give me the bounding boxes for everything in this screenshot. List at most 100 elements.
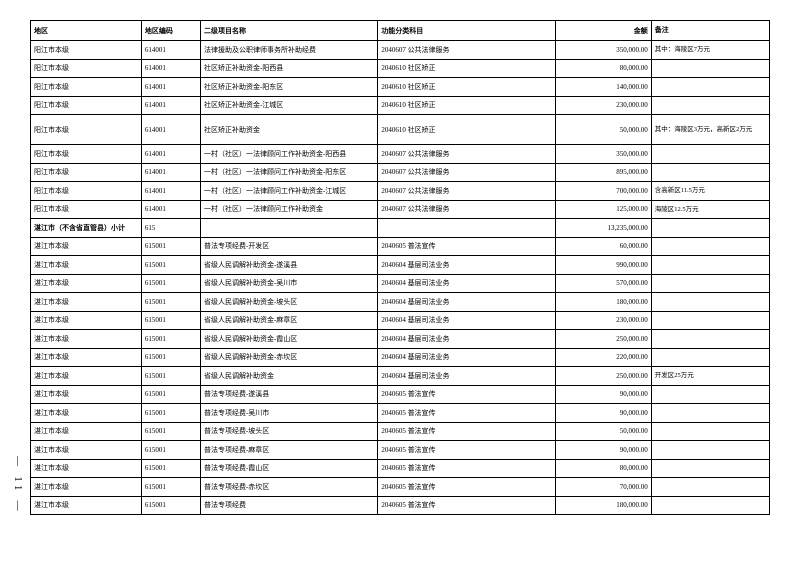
table-row: 湛江市（不含省直管县）小计61513,235,000.00 <box>31 219 770 238</box>
cell-region: 湛江市本级 <box>31 330 142 349</box>
cell-amt: 140,000.00 <box>555 78 651 97</box>
cell-proj: 普法专项经费-霞山区 <box>200 459 377 478</box>
cell-region: 湛江市本级 <box>31 348 142 367</box>
cell-proj: 普法专项经费-吴川市 <box>200 404 377 423</box>
cell-proj: 一村（社区）一法律顾问工作补助资金-阳西县 <box>200 145 377 164</box>
table-row: 湛江市本级615001普法专项经费-吴川市2040605 普法宣传90,000.… <box>31 404 770 423</box>
cell-amt: 350,000.00 <box>555 145 651 164</box>
cell-code: 615001 <box>141 422 200 441</box>
cell-code: 615001 <box>141 330 200 349</box>
cell-amt: 895,000.00 <box>555 163 651 182</box>
cell-proj: 普法专项经费-遂溪县 <box>200 385 377 404</box>
cell-region: 湛江市本级 <box>31 237 142 256</box>
cell-amt: 230,000.00 <box>555 96 651 115</box>
cell-region: 湛江市本级 <box>31 478 142 497</box>
cell-region: 阳江市本级 <box>31 200 142 219</box>
cell-proj: 一村（社区）一法律顾问工作补助资金-江城区 <box>200 182 377 201</box>
col-header-note: 备注 <box>651 21 769 41</box>
cell-code: 615001 <box>141 311 200 330</box>
cell-note <box>651 330 769 349</box>
cell-amt: 570,000.00 <box>555 274 651 293</box>
cell-func: 2040604 基层司法业务 <box>378 274 555 293</box>
cell-func: 2040604 基层司法业务 <box>378 293 555 312</box>
table-row: 湛江市本级615001省级人民调解补助资金-霞山区2040604 基层司法业务2… <box>31 330 770 349</box>
cell-func: 2040605 普法宣传 <box>378 478 555 497</box>
cell-proj: 普法专项经费-麻章区 <box>200 441 377 460</box>
cell-code: 615001 <box>141 293 200 312</box>
table-row: 湛江市本级615001省级人民调解补助资金2040604 基层司法业务250,0… <box>31 367 770 386</box>
cell-proj <box>200 219 377 238</box>
cell-amt: 230,000.00 <box>555 311 651 330</box>
col-header-func: 功能分类科目 <box>378 21 555 41</box>
table-row: 湛江市本级615001普法专项经费-麻章区2040605 普法宣传90,000.… <box>31 441 770 460</box>
cell-func: 2040605 普法宣传 <box>378 496 555 515</box>
cell-proj: 普法专项经费-赤坎区 <box>200 478 377 497</box>
cell-note <box>651 478 769 497</box>
cell-code: 615001 <box>141 256 200 275</box>
col-header-amt: 金额 <box>555 21 651 41</box>
cell-note <box>651 145 769 164</box>
cell-amt: 80,000.00 <box>555 459 651 478</box>
cell-amt: 990,000.00 <box>555 256 651 275</box>
cell-amt: 220,000.00 <box>555 348 651 367</box>
cell-proj: 省级人民调解补助资金-霞山区 <box>200 330 377 349</box>
cell-func: 2040604 基层司法业务 <box>378 330 555 349</box>
cell-code: 614001 <box>141 96 200 115</box>
cell-note: 其中：海陵区3万元，高新区2万元 <box>651 115 769 145</box>
cell-code: 615001 <box>141 441 200 460</box>
cell-note <box>651 459 769 478</box>
cell-note: 开发区25万元 <box>651 367 769 386</box>
cell-note <box>651 256 769 275</box>
cell-code: 614001 <box>141 182 200 201</box>
cell-region: 湛江市本级 <box>31 256 142 275</box>
col-header-region: 地区 <box>31 21 142 41</box>
cell-func: 2040610 社区矫正 <box>378 115 555 145</box>
cell-region: 阳江市本级 <box>31 41 142 60</box>
cell-note <box>651 219 769 238</box>
cell-proj: 普法专项经费-坡头区 <box>200 422 377 441</box>
cell-code: 615001 <box>141 348 200 367</box>
cell-amt: 180,000.00 <box>555 496 651 515</box>
cell-proj: 社区矫正补助资金 <box>200 115 377 145</box>
cell-region: 阳江市本级 <box>31 78 142 97</box>
cell-code: 614001 <box>141 200 200 219</box>
cell-func: 2040605 普法宣传 <box>378 422 555 441</box>
cell-func: 2040607 公共法律服务 <box>378 163 555 182</box>
cell-amt: 50,000.00 <box>555 115 651 145</box>
cell-func: 2040605 普法宣传 <box>378 237 555 256</box>
page-number: — 11 — <box>12 456 23 515</box>
table-row: 阳江市本级614001社区矫正补助资金-江城区2040610 社区矫正230,0… <box>31 96 770 115</box>
cell-amt: 13,235,000.00 <box>555 219 651 238</box>
cell-amt: 350,000.00 <box>555 41 651 60</box>
cell-region: 湛江市本级 <box>31 274 142 293</box>
cell-code: 615001 <box>141 404 200 423</box>
cell-note: 海陵区12.5万元 <box>651 200 769 219</box>
table-row: 湛江市本级615001省级人民调解补助资金-遂溪县2040604 基层司法业务9… <box>31 256 770 275</box>
cell-proj: 法律援助及公职律师事务所补助经费 <box>200 41 377 60</box>
cell-func: 2040604 基层司法业务 <box>378 348 555 367</box>
cell-proj: 省级人民调解补助资金-赤坎区 <box>200 348 377 367</box>
cell-code: 615001 <box>141 367 200 386</box>
cell-note <box>651 404 769 423</box>
cell-note <box>651 348 769 367</box>
cell-func: 2040605 普法宣传 <box>378 459 555 478</box>
cell-region: 阳江市本级 <box>31 182 142 201</box>
cell-proj: 省级人民调解补助资金-麻章区 <box>200 311 377 330</box>
cell-proj: 普法专项经费 <box>200 496 377 515</box>
cell-region: 阳江市本级 <box>31 59 142 78</box>
cell-code: 615001 <box>141 385 200 404</box>
cell-code: 614001 <box>141 145 200 164</box>
table-row: 阳江市本级614001社区矫正补助资金2040610 社区矫正50,000.00… <box>31 115 770 145</box>
table-row: 湛江市本级615001普法专项经费2040605 普法宣传180,000.00 <box>31 496 770 515</box>
table-row: 湛江市本级615001省级人民调解补助资金-麻章区2040604 基层司法业务2… <box>31 311 770 330</box>
table-row: 阳江市本级614001一村（社区）一法律顾问工作补助资金-阳东区2040607 … <box>31 163 770 182</box>
col-header-code: 地区编码 <box>141 21 200 41</box>
cell-region: 湛江市本级 <box>31 385 142 404</box>
cell-amt: 90,000.00 <box>555 441 651 460</box>
cell-func <box>378 219 555 238</box>
table-row: 阳江市本级614001社区矫正补助资金-阳东区2040610 社区矫正140,0… <box>31 78 770 97</box>
cell-proj: 省级人民调解补助资金-吴川市 <box>200 274 377 293</box>
cell-func: 2040604 基层司法业务 <box>378 256 555 275</box>
table-row: 阳江市本级614001社区矫正补助资金-阳西县2040610 社区矫正80,00… <box>31 59 770 78</box>
cell-func: 2040605 普法宣传 <box>378 404 555 423</box>
